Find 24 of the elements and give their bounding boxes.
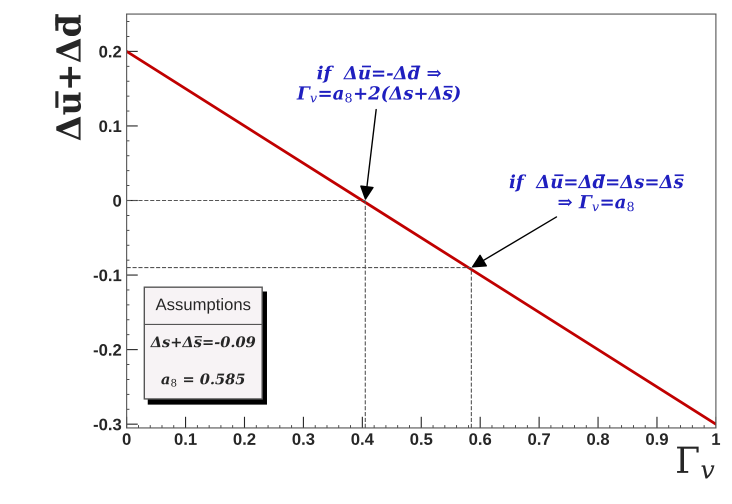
x-tick-label: 0.5	[410, 433, 432, 445]
annotation: Assumptions	[156, 298, 250, 314]
x-tick-label: 0.9	[646, 433, 668, 445]
x-tick-label: 1	[712, 433, 720, 445]
annotation: a$_{8}$ = 0.585	[161, 373, 245, 387]
x-tick-label: 0.8	[587, 433, 610, 445]
x-tick-label: 0.1	[174, 433, 197, 445]
x-tick-label: 0.2	[234, 433, 256, 445]
x-tick-label: 0.7	[528, 433, 550, 445]
annotation: Δs+Δs̅=-0.09	[150, 336, 256, 348]
x-tick-label: 0	[122, 433, 131, 445]
y-tick-label: -0.2	[94, 344, 122, 356]
x-tick-label: 0.4	[351, 433, 374, 445]
y-tick-label: 0.1	[99, 120, 122, 132]
y-tick-label: -0.1	[94, 269, 122, 282]
annotation: if Δu̅=Δd̅=Δs=Δs̅ ⇒ Γ$_{v}$=a$_{8}$	[510, 174, 684, 212]
y-tick-label: -0.3	[94, 418, 122, 430]
x-axis-title: Γ$_{v}$	[677, 446, 714, 479]
y-axis-title: Δu̅+Δd̅	[55, 14, 82, 140]
x-tick-label: 0.6	[469, 433, 492, 445]
y-tick-label: 0.2	[99, 46, 122, 58]
annotation: if Δu̅=-Δd̅ ⇒ Γ$_{v}$=a$_{8}$+2(Δs+Δs̅)	[296, 66, 460, 103]
y-tick-label: 0	[113, 194, 122, 207]
x-tick-label: 0.3	[292, 433, 314, 446]
